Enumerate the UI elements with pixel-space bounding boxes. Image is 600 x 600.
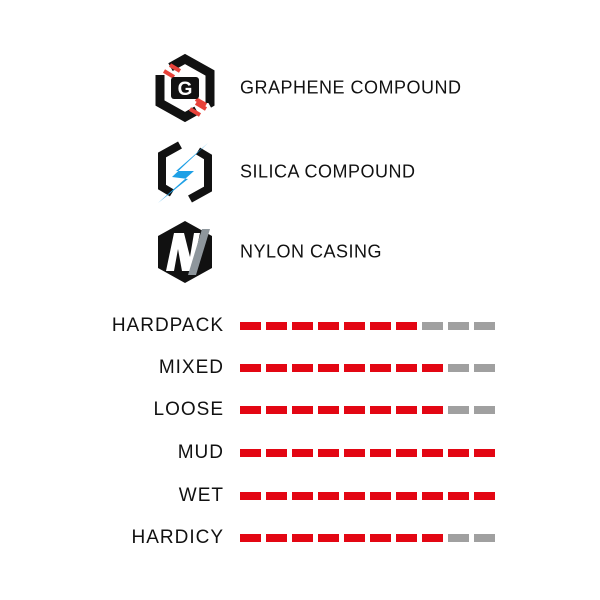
rating-row-loose: LOOSE: [0, 398, 600, 422]
rating-segment-filled: [318, 406, 339, 414]
rating-segment-filled: [474, 492, 495, 500]
rating-label: HARDICY: [131, 527, 224, 548]
rating-segment-filled: [240, 449, 261, 457]
rating-row-mixed: MIXED: [0, 356, 600, 380]
feature-nylon: NYLON CASING: [150, 217, 550, 287]
rating-segment-filled: [292, 364, 313, 372]
rating-segment-filled: [422, 364, 443, 372]
rating-segment-empty: [474, 322, 495, 330]
feature-graphene: G GRAPHENE COMPOUND: [150, 53, 550, 123]
feature-silica: SILICA COMPOUND: [150, 137, 550, 207]
rating-segment-filled: [266, 449, 287, 457]
rating-segment-filled: [292, 322, 313, 330]
rating-segment-filled: [370, 534, 391, 542]
rating-segment-empty: [474, 406, 495, 414]
rating-segment-filled: [318, 364, 339, 372]
rating-segment-filled: [318, 322, 339, 330]
rating-segment-filled: [344, 322, 365, 330]
rating-segment-empty: [422, 322, 443, 330]
feature-label: SILICA COMPOUND: [240, 161, 416, 182]
rating-row-hardpack: HARDPACK: [0, 314, 600, 338]
rating-segment-empty: [448, 364, 469, 372]
rating-segment-filled: [240, 534, 261, 542]
rating-segment-empty: [448, 406, 469, 414]
rating-segment-filled: [266, 492, 287, 500]
rating-segment-filled: [396, 492, 417, 500]
rating-segment-filled: [474, 449, 495, 457]
rating-segment-filled: [240, 322, 261, 330]
rating-segment-filled: [266, 534, 287, 542]
rating-segment-filled: [396, 534, 417, 542]
rating-segment-filled: [292, 449, 313, 457]
rating-segment-filled: [292, 534, 313, 542]
rating-segment-filled: [240, 492, 261, 500]
rating-segment-filled: [266, 406, 287, 414]
svg-text:G: G: [178, 79, 193, 100]
rating-segment-filled: [396, 364, 417, 372]
rating-segment-filled: [318, 492, 339, 500]
rating-segment-filled: [370, 406, 391, 414]
rating-segment-empty: [448, 322, 469, 330]
rating-segment-filled: [344, 406, 365, 414]
rating-segment-filled: [240, 406, 261, 414]
rating-segment-filled: [396, 406, 417, 414]
rating-segment-filled: [422, 406, 443, 414]
rating-segment-filled: [266, 322, 287, 330]
rating-segment-filled: [370, 492, 391, 500]
rating-segment-filled: [448, 449, 469, 457]
rating-row-mud: MUD: [0, 441, 600, 465]
rating-segment-filled: [344, 364, 365, 372]
nylon-n-hex-icon: [158, 221, 212, 283]
rating-segment-filled: [370, 364, 391, 372]
rating-segment-empty: [474, 364, 495, 372]
rating-label: MIXED: [158, 357, 224, 378]
silica-lightning-hex-icon: [158, 141, 212, 203]
rating-segment-empty: [448, 534, 469, 542]
graphene-hex-icon: G: [155, 53, 215, 123]
feature-label: GRAPHENE COMPOUND: [240, 77, 462, 98]
rating-segment-filled: [344, 449, 365, 457]
rating-label: HARDPACK: [111, 315, 224, 336]
rating-segment-filled: [292, 492, 313, 500]
rating-segment-filled: [396, 322, 417, 330]
rating-segment-filled: [266, 364, 287, 372]
rating-segment-filled: [318, 449, 339, 457]
rating-segment-filled: [396, 449, 417, 457]
rating-segment-filled: [344, 492, 365, 500]
rating-label: WET: [178, 485, 224, 506]
rating-segment-empty: [474, 534, 495, 542]
rating-label: MUD: [177, 442, 224, 463]
rating-segment-filled: [292, 406, 313, 414]
rating-segment-filled: [422, 449, 443, 457]
rating-segment-filled: [422, 534, 443, 542]
rating-segment-filled: [448, 492, 469, 500]
feature-label: NYLON CASING: [240, 241, 383, 262]
rating-row-hardicy: HARDICY: [0, 526, 600, 550]
rating-row-wet: WET: [0, 484, 600, 508]
rating-label: LOOSE: [153, 399, 224, 420]
rating-segment-filled: [318, 534, 339, 542]
rating-segment-filled: [422, 492, 443, 500]
rating-segment-filled: [370, 322, 391, 330]
rating-segment-filled: [240, 364, 261, 372]
rating-segment-filled: [344, 534, 365, 542]
rating-segment-filled: [370, 449, 391, 457]
